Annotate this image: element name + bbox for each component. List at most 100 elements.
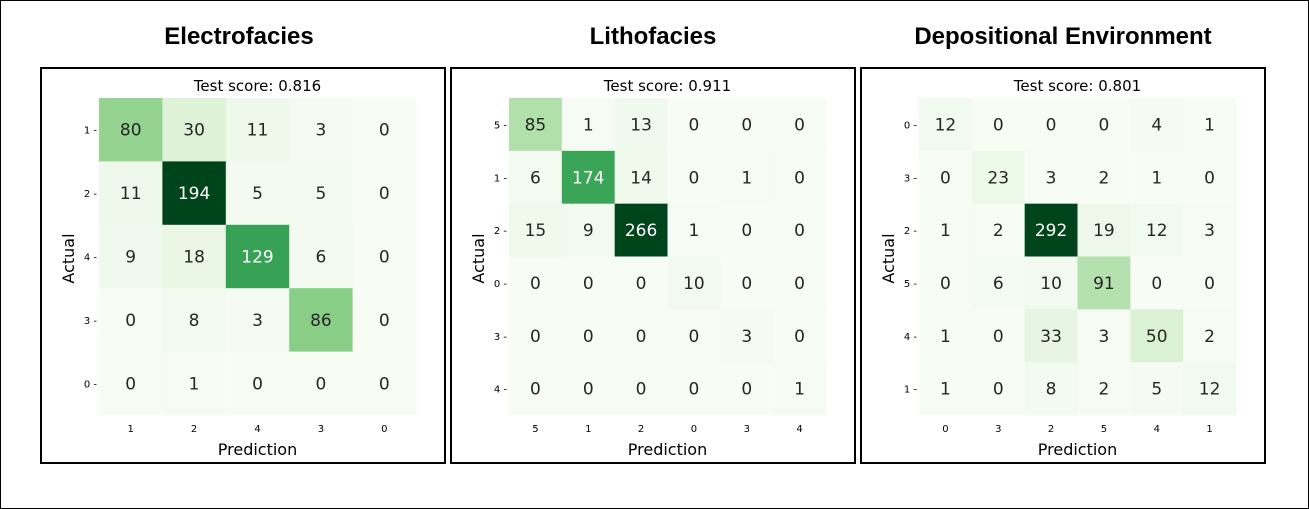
heatmap-cell bbox=[99, 351, 163, 416]
cell-value-label: 0 bbox=[741, 380, 752, 400]
cell-value-label: 5 bbox=[315, 184, 326, 204]
heatmap-cell bbox=[667, 362, 721, 416]
x-tick-label: 1 bbox=[128, 424, 134, 435]
heatmap-cell bbox=[561, 98, 616, 152]
y-tick-label: 2 - bbox=[494, 226, 508, 237]
heatmap-cell bbox=[667, 256, 721, 310]
x-tick-label: 1 bbox=[585, 424, 591, 435]
cell-value-label: 5 bbox=[252, 184, 263, 204]
heatmap-cell bbox=[561, 362, 616, 416]
confusion-matrix-lithofacies: Test score: 0.911 85 1 13 0 0 0 6 174 14 0 1 0 15 9 266… bbox=[450, 67, 856, 464]
heatmap-cell bbox=[1130, 98, 1184, 152]
heatmap-cell bbox=[162, 224, 227, 289]
y-tick-label: 5 - bbox=[494, 120, 508, 131]
heatmap-cell bbox=[352, 288, 417, 353]
y-tick-label: 4 - bbox=[494, 385, 508, 396]
cell-value-label: 0 bbox=[583, 380, 594, 400]
x-tick-label: 4 bbox=[796, 424, 802, 435]
heatmap-cell bbox=[667, 98, 721, 152]
x-tick-label: 3 bbox=[318, 424, 324, 435]
heatmap-cell bbox=[1183, 98, 1237, 152]
heatmap-cell bbox=[561, 256, 616, 310]
heatmap-cell bbox=[561, 150, 616, 205]
heatmap-cell bbox=[1130, 362, 1184, 416]
cell-value-label: 0 bbox=[379, 311, 390, 331]
cell-value-label: 6 bbox=[993, 274, 1004, 294]
cell-value-label: 19 bbox=[1093, 221, 1115, 241]
heatmap-cell bbox=[614, 150, 668, 205]
heatmap-cell bbox=[561, 309, 616, 363]
heatmap-cell bbox=[614, 309, 668, 363]
x-tick-label: 0 bbox=[691, 424, 697, 435]
cell-value-label: 0 bbox=[1046, 115, 1057, 135]
heatmap-cell bbox=[162, 98, 227, 162]
heatmap-cell bbox=[919, 256, 973, 310]
cell-value-label: 0 bbox=[583, 327, 594, 347]
heatmap-cell bbox=[352, 224, 417, 289]
heatmap-cell bbox=[561, 203, 616, 257]
cell-value-label: 0 bbox=[993, 327, 1004, 347]
y-tick-label: 4 - bbox=[904, 332, 918, 343]
heatmap-cell bbox=[99, 98, 163, 162]
heatmap-cell bbox=[971, 150, 1026, 205]
heatmap-cell bbox=[720, 98, 774, 152]
y-tick-label: 1 - bbox=[904, 385, 918, 396]
heatmap-cell bbox=[971, 362, 1026, 416]
heatmap-cell bbox=[773, 362, 827, 416]
heatmap-cell bbox=[1077, 256, 1131, 310]
heatmap-cell bbox=[1024, 150, 1078, 205]
x-tick-label: 2 bbox=[638, 424, 644, 435]
cell-value-label: 15 bbox=[525, 221, 547, 241]
x-tick-label: 1 bbox=[1206, 424, 1212, 435]
cell-value-label: 0 bbox=[636, 380, 647, 400]
x-tick-label: 5 bbox=[532, 424, 538, 435]
x-tick-label: 5 bbox=[1101, 424, 1107, 435]
heatmap-cell bbox=[1130, 150, 1184, 205]
heatmap-cell bbox=[773, 98, 827, 152]
cell-value-label: 0 bbox=[379, 248, 390, 268]
heatmap-cell bbox=[289, 98, 354, 162]
cell-value-label: 0 bbox=[125, 374, 136, 394]
cell-value-label: 194 bbox=[178, 184, 210, 204]
cell-value-label: 1 bbox=[794, 380, 805, 400]
heatmap-cell bbox=[1183, 256, 1237, 310]
cell-value-label: 3 bbox=[1046, 168, 1057, 188]
heatmap-cell bbox=[1183, 309, 1237, 363]
panel-title-lithofacies: Lithofacies bbox=[589, 23, 717, 50]
cell-value-label: 1 bbox=[940, 327, 951, 347]
cell-value-label: 10 bbox=[1040, 274, 1062, 294]
y-tick-label: 3 - bbox=[904, 173, 918, 184]
heatmap-cell bbox=[919, 362, 973, 416]
cell-value-label: 1 bbox=[583, 115, 594, 135]
heatmap-cell bbox=[614, 98, 668, 152]
cell-value-label: 3 bbox=[1099, 327, 1110, 347]
heatmap-cell bbox=[919, 98, 973, 152]
cell-value-label: 1 bbox=[1204, 115, 1215, 135]
x-tick-label: 0 bbox=[942, 424, 948, 435]
heatmap-cell bbox=[971, 98, 1026, 152]
cell-value-label: 3 bbox=[315, 121, 326, 141]
cell-value-label: 1 bbox=[1151, 168, 1162, 188]
cell-value-label: 0 bbox=[530, 380, 541, 400]
cell-value-label: 91 bbox=[1093, 274, 1115, 294]
heatmap-cell bbox=[667, 150, 721, 205]
cell-value-label: 8 bbox=[189, 311, 200, 331]
cell-value-label: 3 bbox=[741, 327, 752, 347]
test-score-label: Test score: 0.816 bbox=[193, 77, 321, 95]
x-tick-label: 0 bbox=[381, 424, 387, 435]
cell-value-label: 2 bbox=[993, 221, 1004, 241]
cell-value-label: 0 bbox=[315, 374, 326, 394]
heatmap-cell bbox=[667, 203, 721, 257]
cell-value-label: 6 bbox=[315, 248, 326, 268]
cell-value-label: 0 bbox=[993, 380, 1004, 400]
cell-value-label: 86 bbox=[310, 311, 332, 331]
heatmap-cell bbox=[225, 98, 290, 162]
cell-value-label: 0 bbox=[794, 327, 805, 347]
heatmap-cell bbox=[919, 150, 973, 205]
cell-value-label: 0 bbox=[583, 274, 594, 294]
cell-value-label: 1 bbox=[189, 374, 200, 394]
cell-value-label: 9 bbox=[583, 221, 594, 241]
cell-value-label: 3 bbox=[252, 311, 263, 331]
cell-value-label: 8 bbox=[1046, 380, 1057, 400]
